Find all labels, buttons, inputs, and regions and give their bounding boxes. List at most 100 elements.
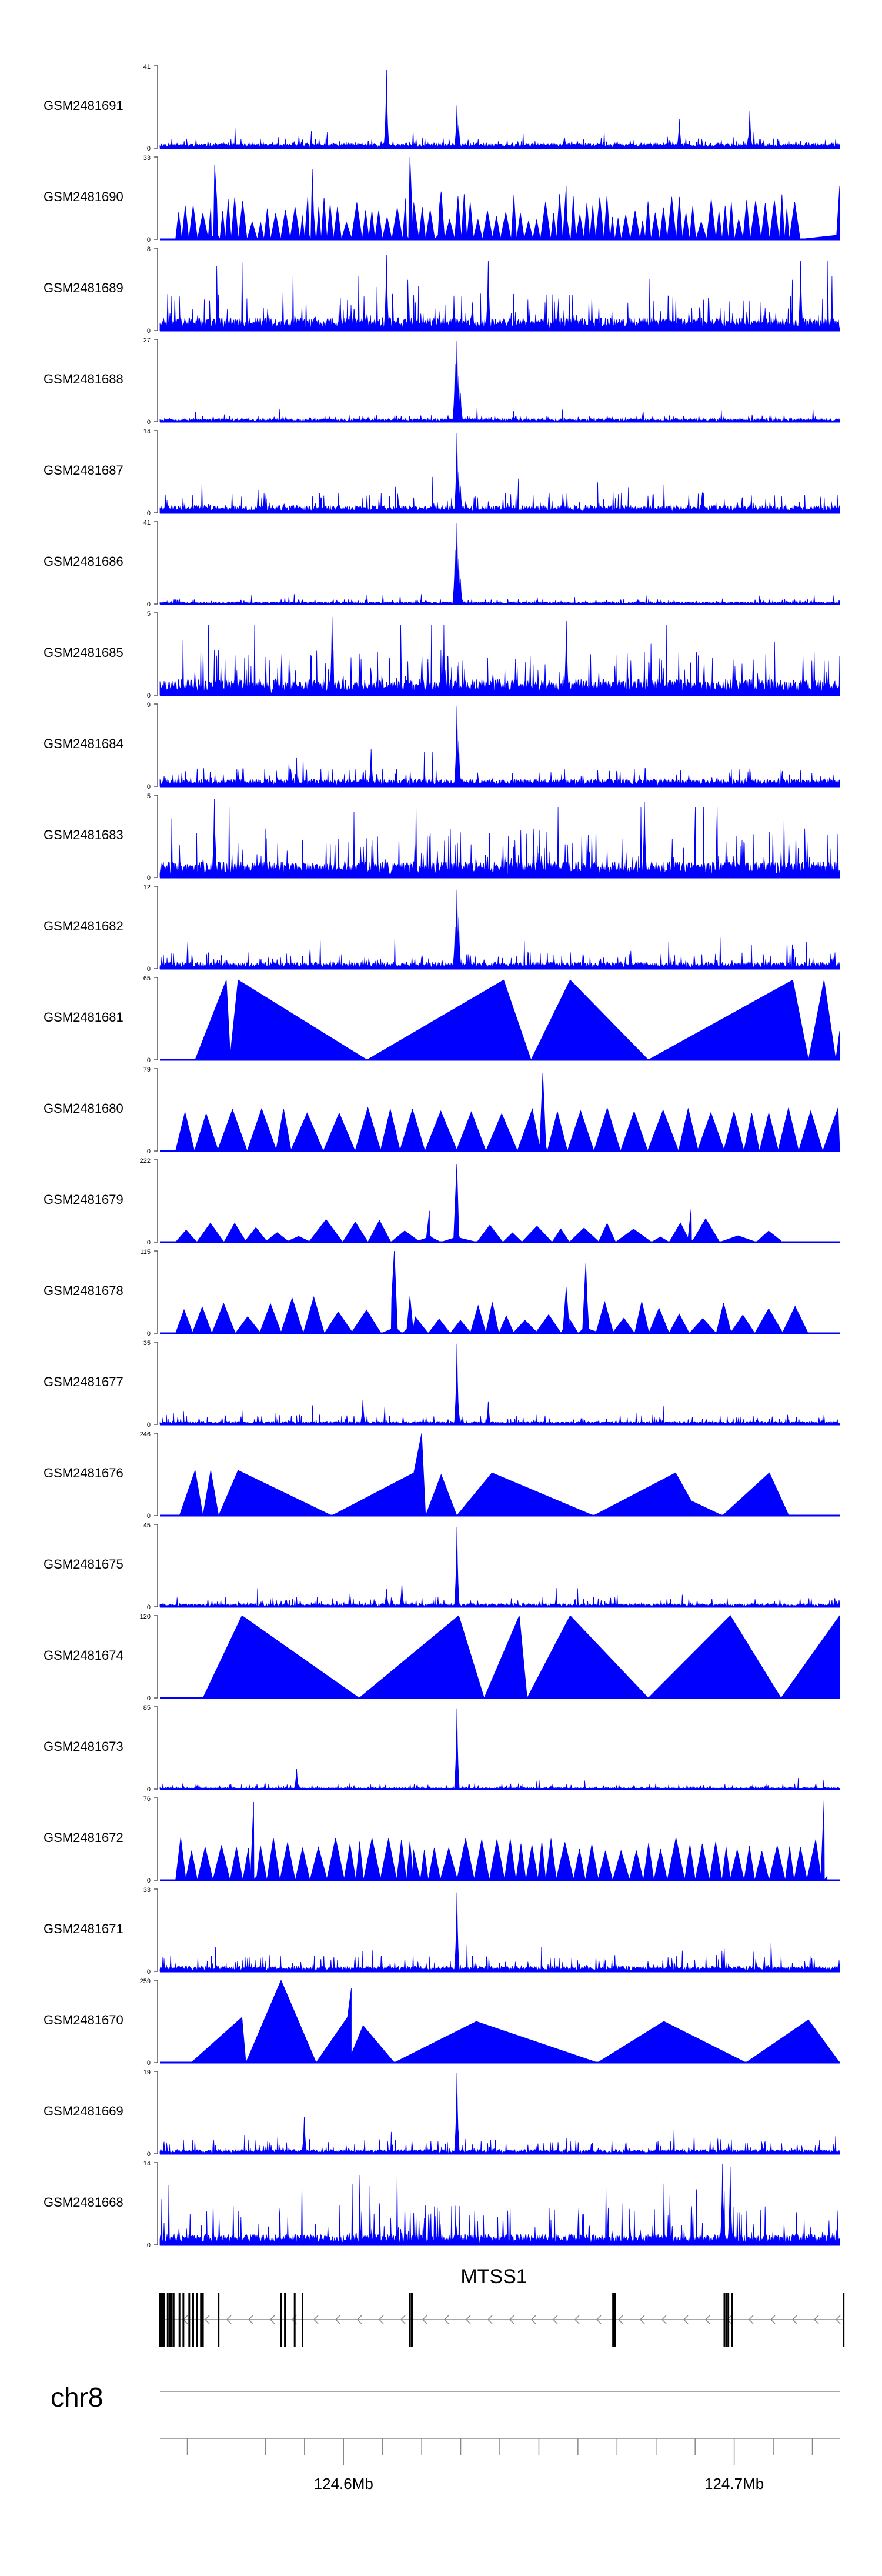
track-GSM2481671: GSM2481671 33 0 xyxy=(44,1887,840,1976)
strand-arrow xyxy=(226,2315,232,2324)
coverage-area xyxy=(159,799,840,878)
strand-arrow xyxy=(683,2315,689,2324)
y-axis-max-label: 12 xyxy=(143,884,151,891)
gene-start-block xyxy=(160,2293,163,2347)
coverage-area xyxy=(202,1614,840,1699)
gene-track: MTSS1 xyxy=(159,2265,845,2347)
y-axis-zero-label: 0 xyxy=(147,236,151,243)
strand-arrow xyxy=(530,2315,536,2324)
track-label: GSM2481669 xyxy=(44,2104,123,2118)
y-axis-max-label: 259 xyxy=(140,1978,151,1985)
y-axis-max-label: 33 xyxy=(143,155,151,162)
coverage-area xyxy=(159,69,840,149)
exon-mark xyxy=(301,2293,303,2347)
coverage-area xyxy=(159,1343,840,1426)
exon-mark xyxy=(169,2293,171,2347)
exon-mark xyxy=(200,2293,202,2347)
strand-arrow xyxy=(248,2315,253,2324)
strand-arrow xyxy=(443,2315,449,2324)
strand-arrow xyxy=(813,2315,819,2324)
track-label: GSM2481674 xyxy=(44,1648,123,1663)
track-GSM2481674: GSM2481674 120 0 xyxy=(44,1613,840,1702)
y-axis-zero-label: 0 xyxy=(147,783,151,790)
genome-axis: chr8 124.6Mb 124.7Mb xyxy=(51,2382,840,2492)
exon-mark xyxy=(727,2293,730,2347)
y-axis-zero-label: 0 xyxy=(147,1695,151,1702)
y-axis-zero-label: 0 xyxy=(147,875,151,882)
gene-name-label: MTSS1 xyxy=(460,2265,527,2288)
track-label: GSM2481690 xyxy=(44,189,123,204)
y-axis-zero-label: 0 xyxy=(147,2151,151,2158)
y-axis-zero-label: 0 xyxy=(147,510,151,517)
track-label: GSM2481683 xyxy=(44,827,123,842)
strand-arrow xyxy=(704,2315,710,2324)
coverage-area xyxy=(179,1433,790,1517)
coverage-area xyxy=(159,341,840,422)
track-GSM2481679: GSM2481679 222 0 xyxy=(44,1157,840,1246)
track-label: GSM2481675 xyxy=(44,1557,123,1571)
y-axis-max-label: 5 xyxy=(147,610,151,618)
strand-arrow xyxy=(726,2315,732,2324)
y-axis-max-label: 27 xyxy=(143,337,151,344)
y-axis-zero-label: 0 xyxy=(147,1422,151,1429)
coverage-area xyxy=(159,255,840,331)
y-axis-max-label: 9 xyxy=(147,702,151,709)
strand-arrow xyxy=(574,2315,580,2324)
track-label: GSM2481678 xyxy=(44,1283,123,1298)
y-axis-max-label: 76 xyxy=(143,1796,151,1803)
y-axis-zero-label: 0 xyxy=(147,966,151,973)
y-axis-max-label: 120 xyxy=(140,1613,151,1620)
y-axis-max-label: 222 xyxy=(140,1157,151,1164)
track-label: GSM2481681 xyxy=(44,1010,123,1025)
track-label: GSM2481691 xyxy=(44,98,123,113)
track-GSM2481670: GSM2481670 259 0 xyxy=(44,1978,840,2067)
y-axis-zero-label: 0 xyxy=(147,1786,151,1793)
exon-mark xyxy=(409,2293,411,2347)
track-GSM2481678: GSM2481678 115 0 xyxy=(44,1249,840,1337)
y-axis-max-label: 45 xyxy=(143,1522,151,1529)
track-GSM2481669: GSM2481669 19 0 xyxy=(44,2069,840,2158)
exon-mark xyxy=(843,2293,845,2347)
coverage-area xyxy=(175,1072,840,1152)
y-axis-max-label: 14 xyxy=(143,2160,151,2167)
track-GSM2481681: GSM2481681 65 0 xyxy=(44,975,840,1064)
coverage-area xyxy=(175,1799,828,1881)
track-GSM2481682: GSM2481682 12 0 xyxy=(44,884,840,973)
coverage-area xyxy=(159,1708,840,1790)
exon-mark xyxy=(188,2293,191,2347)
strand-arrow xyxy=(335,2315,340,2324)
strand-arrow xyxy=(269,2315,275,2324)
y-axis-max-label: 14 xyxy=(143,428,151,435)
track-GSM2481691: GSM2481691 41 0 xyxy=(44,64,840,152)
coverage-area xyxy=(175,156,840,240)
coverage-area xyxy=(175,1250,808,1334)
strand-arrow xyxy=(770,2315,776,2324)
track-label: GSM2481677 xyxy=(44,1374,123,1389)
track-GSM2481675: GSM2481675 45 0 xyxy=(44,1522,840,1611)
strand-arrow xyxy=(509,2315,514,2324)
exon-mark xyxy=(196,2293,198,2347)
y-axis-max-label: 41 xyxy=(143,64,151,71)
y-axis-zero-label: 0 xyxy=(147,2060,151,2067)
coverage-area xyxy=(159,1892,840,1972)
track-GSM2481673: GSM2481673 85 0 xyxy=(44,1704,840,1793)
coverage-area xyxy=(159,433,840,513)
coverage-area xyxy=(159,890,840,970)
coverage-area xyxy=(191,1979,840,2063)
track-GSM2481686: GSM2481686 41 0 xyxy=(44,519,840,608)
track-label: GSM2481673 xyxy=(44,1739,123,1754)
strand-arrow xyxy=(378,2315,384,2324)
track-GSM2481687: GSM2481687 14 0 xyxy=(44,428,840,517)
y-axis-zero-label: 0 xyxy=(147,419,151,426)
y-axis-max-label: 19 xyxy=(143,2069,151,2076)
track-label: GSM2481670 xyxy=(44,2013,123,2027)
y-axis-zero-label: 0 xyxy=(147,601,151,608)
y-axis-zero-label: 0 xyxy=(147,1968,151,1976)
coverage-area xyxy=(159,2164,840,2245)
track-GSM2481683: GSM2481683 5 0 xyxy=(44,793,840,882)
y-axis-max-label: 85 xyxy=(143,1704,151,1711)
y-axis-zero-label: 0 xyxy=(147,1513,151,1520)
track-GSM2481680: GSM2481680 79 0 xyxy=(44,1066,840,1155)
exon-mark xyxy=(163,2293,165,2347)
